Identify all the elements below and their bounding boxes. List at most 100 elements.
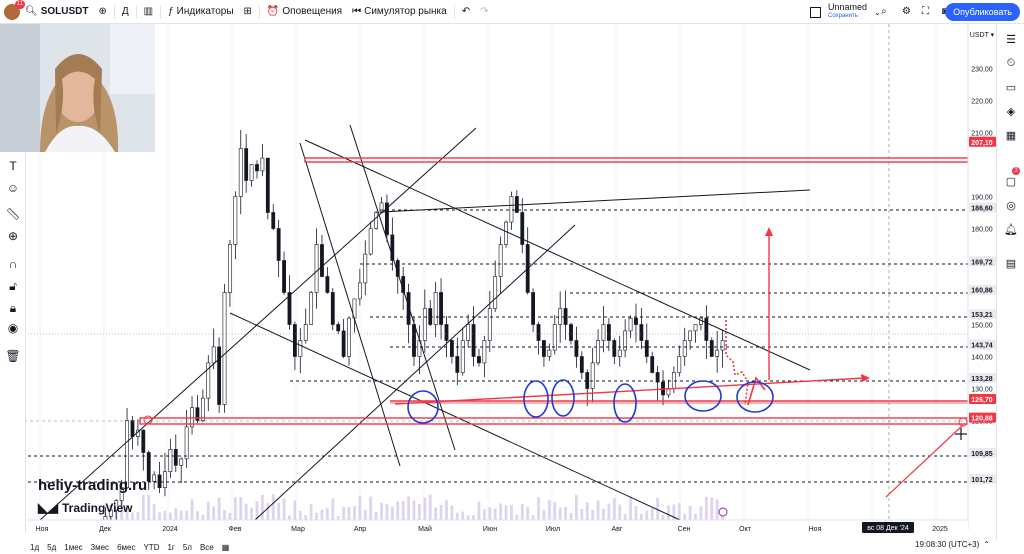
trendline[interactable]	[349, 124, 456, 451]
templates-button[interactable]: ⊞	[239, 0, 257, 24]
bottom-toolbar: 1д 5д 1мес 3мес 6мес YTD 1г 5л Все ▦ 19:…	[26, 540, 996, 554]
publish-button[interactable]: Опубликовать	[945, 3, 1020, 21]
clock[interactable]: 19:08:30 (UTC+3) ⌃	[915, 540, 990, 549]
magnet-icon[interactable]: ∩	[8, 257, 18, 271]
highlight-ellipse[interactable]	[736, 381, 774, 413]
projection-arrow[interactable]	[885, 424, 964, 498]
layout-menu-button[interactable]: Unnamed Сохранить ⌄	[805, 0, 886, 24]
volume-bar	[569, 513, 573, 520]
alerts-button[interactable]: ⏰ Оповещения	[262, 0, 347, 24]
price-level-label: 120,88	[971, 416, 993, 423]
highlight-ellipse[interactable]	[613, 383, 637, 423]
volume-bar	[602, 508, 605, 520]
user-avatar[interactable]: 11	[4, 0, 25, 20]
watchlist-icon[interactable]: ☰	[1006, 33, 1016, 46]
timeframe-5y[interactable]: 5л	[182, 542, 192, 552]
price-label-bg	[969, 202, 996, 213]
symbol-search-button[interactable]: 🔍︎ SOLUSDT	[20, 0, 93, 24]
notification-bell-icon[interactable]: 🔔︎	[1004, 223, 1018, 236]
chat-bubble-icon[interactable]: ▢	[1005, 175, 1017, 188]
ideas-icon[interactable]: ◎	[1006, 199, 1016, 212]
timeframe-3m[interactable]: 3мес	[90, 542, 110, 552]
highlight-ellipse[interactable]	[523, 380, 549, 418]
trendline[interactable]	[39, 127, 477, 521]
candle-body	[357, 282, 362, 300]
candle-body	[114, 500, 119, 511]
volume-bar	[163, 510, 167, 520]
trendline[interactable]	[304, 139, 811, 371]
site-watermark: heliy-trading.ru	[38, 477, 148, 494]
fullscreen-button[interactable]: ⛶	[917, 0, 934, 24]
volume-bar	[650, 508, 654, 520]
indicators-button[interactable]: ƒ Индикаторы	[163, 0, 238, 24]
zoom-in-icon[interactable]: ⊕	[7, 229, 19, 243]
compare-symbol-button[interactable]: ⊕	[93, 0, 111, 24]
trendline[interactable]	[229, 312, 681, 521]
camera-icon: ◙	[942, 6, 948, 17]
replay-label: Симулятор рынка	[364, 6, 447, 17]
resistance-zone[interactable]	[304, 157, 969, 163]
calendar-icon[interactable]: ▤	[1005, 257, 1017, 270]
candle-body	[368, 228, 373, 255]
timeframe-all[interactable]: Все	[199, 542, 214, 552]
trendline[interactable]	[379, 189, 811, 213]
settings-button[interactable]: ⚙	[897, 0, 916, 24]
projection-path[interactable]	[747, 376, 766, 406]
interval-button[interactable]: Д	[117, 0, 134, 24]
indicators-icon: ƒ	[168, 6, 174, 17]
projection-path[interactable]	[725, 320, 749, 406]
drawings-layer	[0, 24, 969, 530]
timeframe-1d[interactable]: 1д	[30, 542, 40, 552]
volume-bar	[677, 503, 681, 520]
timeframe-5d[interactable]: 5д	[47, 542, 57, 552]
event-marker-icon[interactable]	[718, 507, 728, 517]
timeframe-6m[interactable]: 6мес	[117, 542, 136, 552]
price-axis[interactable]: 230,00 220,00 210,00 190,00 180,00 150,00 140,…	[969, 32, 996, 484]
quick-search-button[interactable]: ⌕	[876, 0, 892, 24]
candle-body	[412, 324, 416, 357]
currency-selector[interactable]: USDT ▾	[970, 32, 995, 39]
trendline[interactable]	[254, 224, 576, 521]
timeframe-1m[interactable]: 1мес	[64, 542, 83, 552]
candle-body	[341, 330, 346, 357]
hotlist-icon[interactable]: ▦	[1005, 129, 1017, 142]
emoji-tool-icon[interactable]: ☺	[6, 181, 20, 195]
trend-arrow[interactable]	[394, 377, 866, 405]
candle-body	[271, 212, 276, 229]
highlight-ellipse[interactable]	[551, 379, 575, 417]
chat-icon[interactable]: ▭	[1005, 81, 1017, 94]
candle-body	[222, 292, 227, 405]
candle-body	[325, 276, 330, 293]
redo-button[interactable]: ↷	[475, 0, 493, 24]
volume-bar	[168, 512, 172, 520]
candle-type-button[interactable]: ▥	[139, 0, 158, 24]
indicators-label: Индикаторы	[176, 6, 234, 17]
layers-icon[interactable]: ◈	[1006, 105, 1016, 118]
highlight-ellipse[interactable]	[684, 380, 722, 412]
plus-circle-icon: ⊕	[98, 6, 107, 17]
lock-open-icon[interactable]: 🔓︎	[9, 278, 17, 293]
candle-body	[125, 420, 129, 488]
search-icon: 🔍︎	[25, 6, 38, 17]
snapshot-button[interactable]: ◙	[937, 0, 953, 24]
price-tick-label: 130,00	[971, 386, 993, 393]
trendline[interactable]	[299, 142, 401, 467]
time-axis[interactable]: Ноя Дек 2024 Фев Мар Апр Май Июн Июл Авг Сен Окт Ноя…	[36, 522, 948, 533]
date-range-icon[interactable]: ▦	[221, 542, 230, 552]
alerts-clock-icon[interactable]: ⏲	[1006, 56, 1016, 69]
timeframe-1y[interactable]: 1г	[167, 542, 175, 552]
timeframe-ytd[interactable]: YTD	[143, 542, 160, 552]
undo-icon: ↶	[461, 6, 471, 17]
trash-icon[interactable]: 🗑︎	[5, 349, 21, 363]
eye-icon[interactable]: ◉	[7, 321, 19, 335]
volume-bar	[564, 506, 567, 520]
volume-bar	[477, 501, 481, 520]
text-tool-icon[interactable]: T	[9, 159, 17, 173]
highlight-ellipse[interactable]	[407, 390, 439, 424]
undo-button[interactable]: ↶	[457, 0, 475, 24]
ruler-tool-icon[interactable]: 📏︎	[5, 207, 21, 221]
replay-button[interactable]: ⏮ Симулятор рынка	[347, 0, 452, 24]
lock-icon[interactable]: 🔒︎	[9, 300, 17, 315]
candle-body	[688, 330, 693, 341]
